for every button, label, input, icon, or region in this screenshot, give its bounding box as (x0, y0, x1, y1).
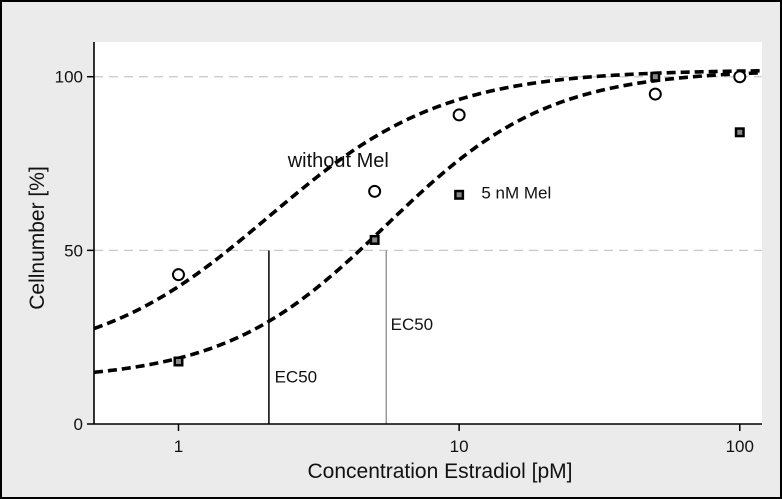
x-tick-label: 1 (174, 437, 183, 456)
fit-curve-2 (93, 71, 763, 375)
square-point-center (737, 129, 743, 135)
fit-curves (93, 69, 763, 375)
square-point-center (175, 358, 181, 364)
y-tick-label: 50 (64, 241, 83, 260)
ec50-lines (268, 250, 388, 424)
plot-area (94, 42, 762, 424)
x-axis-label: Concentration Estradiol [pM] (308, 460, 573, 483)
y-tick-label: 100 (55, 68, 83, 87)
y-tick-label: 0 (74, 415, 83, 434)
square-point-center (372, 237, 378, 243)
axes: 0 50 100 1 10 100 (55, 42, 762, 456)
open-circle-point (368, 184, 382, 198)
data-points (171, 70, 747, 367)
annotations: without Mel 5 nM Mel EC50 EC50 (275, 150, 552, 386)
annotation-label: without Mel (287, 150, 389, 172)
open-circle-point (452, 108, 466, 122)
open-circle-point (648, 87, 662, 101)
x-tick-label: 10 (450, 437, 469, 456)
x-tick-label: 100 (726, 437, 754, 456)
open-circle-point (733, 70, 747, 84)
square-point-center (456, 192, 462, 198)
open-circle-point (171, 268, 185, 282)
annotation-label: 5 nM Mel (481, 183, 551, 202)
y-axis-label: Cellnumber [%] (26, 166, 49, 310)
square-point-center (652, 74, 658, 80)
annotation-label: EC50 (391, 315, 434, 334)
fit-curve-1 (93, 69, 763, 331)
annotation-label: EC50 (275, 367, 318, 386)
